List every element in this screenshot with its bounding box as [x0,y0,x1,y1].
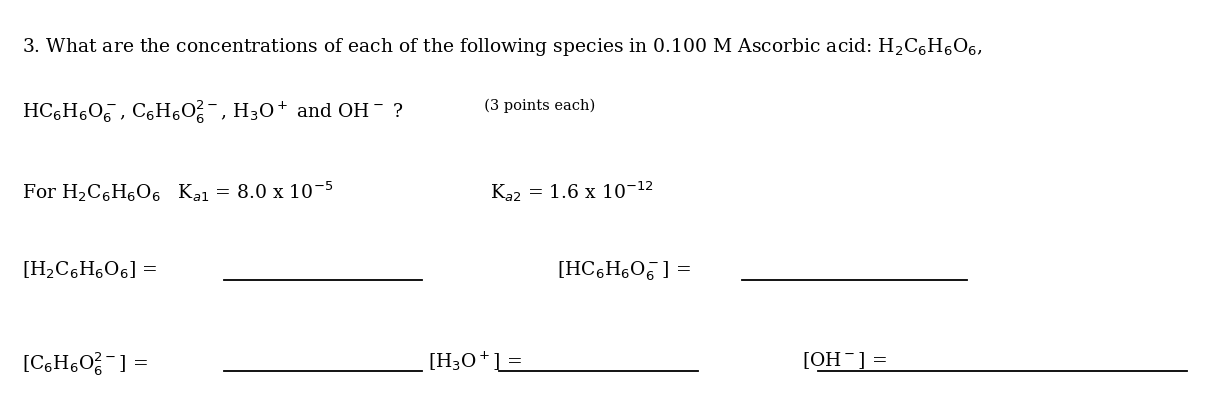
Text: [H$_2$C$_6$H$_6$O$_6$] =: [H$_2$C$_6$H$_6$O$_6$] = [22,259,159,280]
Text: HC$_6$H$_6$O$_6^-$, C$_6$H$_6$O$_6^{2-}$, H$_3$O$^+$ and OH$^-$ ?: HC$_6$H$_6$O$_6^-$, C$_6$H$_6$O$_6^{2-}$… [22,98,403,125]
Text: For H$_2$C$_6$H$_6$O$_6$   K$_{a1}$ = 8.0 x 10$^{-5}$: For H$_2$C$_6$H$_6$O$_6$ K$_{a1}$ = 8.0 … [22,178,333,203]
Text: [H$_3$O$^+$] =: [H$_3$O$^+$] = [428,349,524,372]
Text: [OH$^-$] =: [OH$^-$] = [802,349,889,370]
Text: K$_{a2}$ = 1.6 x 10$^{-12}$: K$_{a2}$ = 1.6 x 10$^{-12}$ [490,178,654,203]
Text: 3. What are the concentrations of each of the following species in 0.100 M Ascor: 3. What are the concentrations of each o… [22,36,983,58]
Text: [C$_6$H$_6$O$_6^{2-}$] =: [C$_6$H$_6$O$_6^{2-}$] = [22,349,149,376]
Text: (3 points each): (3 points each) [475,98,595,113]
Text: [HC$_6$H$_6$O$_6^-$] =: [HC$_6$H$_6$O$_6^-$] = [557,259,693,282]
